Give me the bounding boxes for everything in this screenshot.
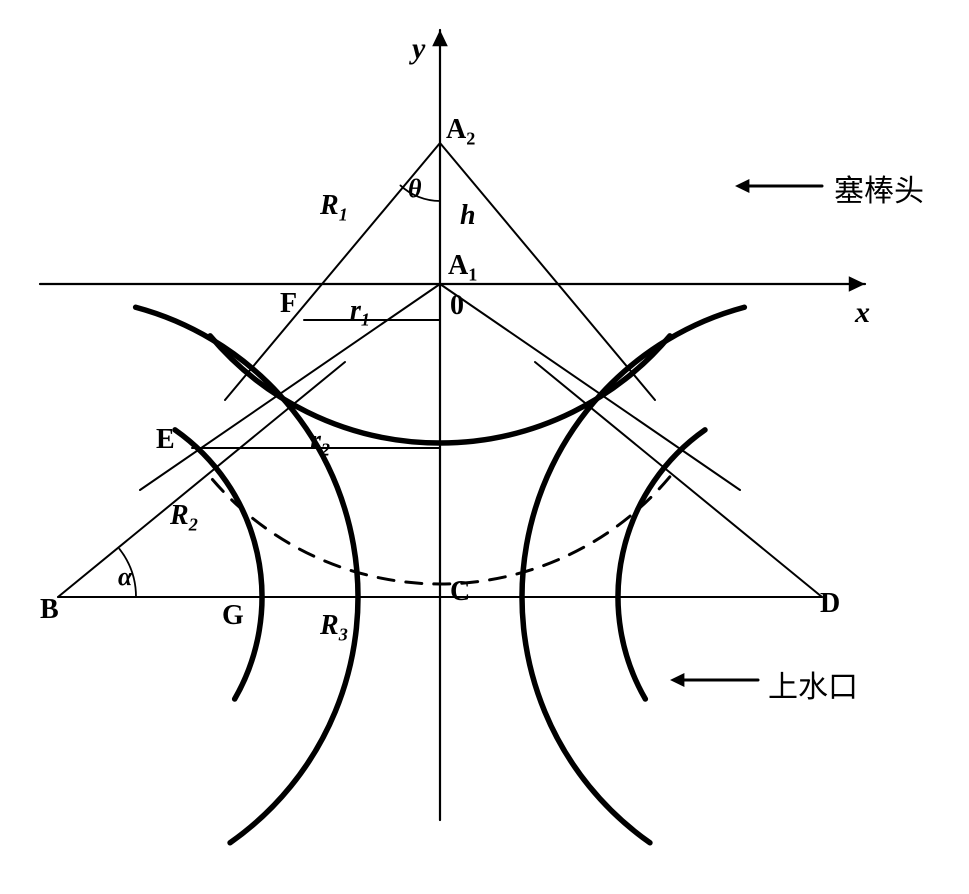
label-r1-sub: 1 bbox=[361, 310, 370, 330]
label-B: B bbox=[40, 594, 59, 626]
label-r2: r2 bbox=[310, 425, 330, 461]
callout-callout_nozzle-text: 上水口 bbox=[768, 671, 858, 704]
label-A1-text: A bbox=[448, 250, 468, 281]
label-R3-text: R bbox=[320, 610, 339, 641]
label-E: E bbox=[156, 424, 175, 456]
callout-callout_stopper-text: 塞棒头 bbox=[834, 175, 924, 208]
label-C-text: C bbox=[450, 576, 470, 607]
label-B-text: B bbox=[40, 594, 59, 625]
label-R3: R3 bbox=[320, 610, 348, 646]
label-r2-text: r bbox=[310, 425, 321, 456]
label-R2-sub: 2 bbox=[189, 515, 198, 535]
label-R2-text: R bbox=[170, 500, 189, 531]
label-A2: A2 bbox=[446, 114, 475, 150]
label-alpha-text: α bbox=[118, 562, 132, 591]
label-D-text: D bbox=[820, 588, 840, 619]
label-r1-text: r bbox=[350, 295, 361, 326]
label-A1-sub: 1 bbox=[468, 265, 477, 285]
label-alpha: α bbox=[118, 562, 132, 592]
label-theta: θ bbox=[408, 174, 422, 204]
label-x_axis-text: x bbox=[855, 296, 870, 329]
label-r1: r1 bbox=[350, 295, 370, 331]
label-R1-text: R bbox=[320, 190, 339, 221]
label-F-text: F bbox=[280, 288, 297, 319]
label-G-text: G bbox=[222, 600, 244, 631]
label-h-text: h bbox=[460, 200, 476, 231]
label-A2-text: A bbox=[446, 114, 466, 145]
label-D: D bbox=[820, 588, 840, 620]
diagram-svg bbox=[0, 0, 969, 894]
label-G: G bbox=[222, 600, 244, 632]
label-x_axis: x bbox=[855, 296, 870, 330]
callout-callout_nozzle: 上水口 bbox=[768, 662, 858, 706]
label-y_axis-text: y bbox=[412, 32, 425, 65]
label-R1: R1 bbox=[320, 190, 348, 226]
label-y_axis: y bbox=[412, 32, 425, 66]
label-O: 0 bbox=[450, 290, 464, 322]
label-A1: A1 bbox=[448, 250, 477, 286]
label-R1-sub: 1 bbox=[339, 205, 348, 225]
label-E-text: E bbox=[156, 424, 175, 455]
diagram-stage: yxA1A2BCDEFG0R1R2R3r1r2hθα塞棒头上水口 bbox=[0, 0, 969, 894]
label-C: C bbox=[450, 576, 470, 608]
label-F: F bbox=[280, 288, 297, 320]
nozzle-left-arc bbox=[136, 307, 358, 843]
label-h: h bbox=[460, 200, 476, 232]
label-O-text: 0 bbox=[450, 290, 464, 321]
label-A2-sub: 2 bbox=[466, 129, 475, 149]
throat-left-arc bbox=[175, 430, 262, 699]
callout-callout_stopper: 塞棒头 bbox=[834, 166, 924, 210]
throat-right-arc bbox=[618, 430, 705, 699]
nozzle-right-arc bbox=[522, 307, 744, 843]
label-R3-sub: 3 bbox=[339, 625, 348, 645]
label-R2: R2 bbox=[170, 500, 198, 536]
label-r2-sub: 2 bbox=[321, 440, 330, 460]
label-theta-text: θ bbox=[408, 174, 422, 203]
